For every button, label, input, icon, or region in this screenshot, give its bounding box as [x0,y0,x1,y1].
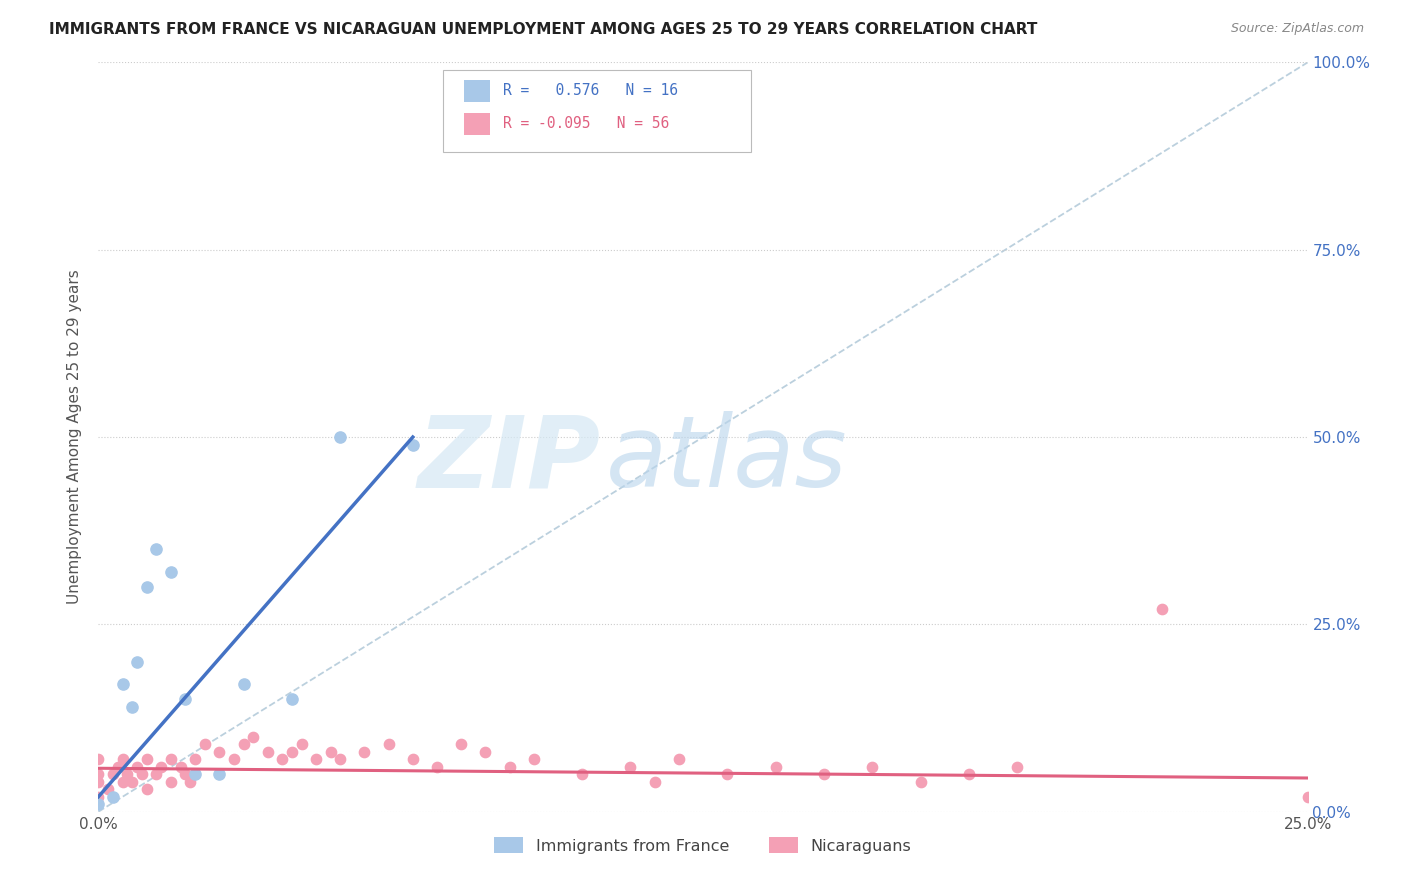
Point [208,745,231,759]
Point [353,745,375,759]
Point [305,752,328,766]
Point [184,767,207,781]
Point [111,752,134,766]
Point [107,760,129,774]
Text: R =   0.576   N = 16: R = 0.576 N = 16 [503,84,679,98]
Point [111,677,134,691]
Point [426,760,449,774]
Text: Source: ZipAtlas.com: Source: ZipAtlas.com [1230,22,1364,36]
Point [644,774,666,789]
Point [1007,760,1029,774]
Point [1296,789,1319,804]
Point [716,767,738,781]
Point [194,737,217,751]
Point [523,752,546,766]
Point [121,774,143,789]
Point [765,760,787,774]
Point [222,752,245,766]
Point [87,789,110,804]
Text: R = -0.095   N = 56: R = -0.095 N = 56 [503,116,669,131]
Point [87,774,110,789]
Point [121,699,143,714]
Point [571,767,593,781]
FancyBboxPatch shape [464,112,491,135]
Text: IMMIGRANTS FROM FRANCE VS NICARAGUAN UNEMPLOYMENT AMONG AGES 25 TO 29 YEARS CORR: IMMIGRANTS FROM FRANCE VS NICARAGUAN UNE… [49,22,1038,37]
Point [329,752,352,766]
Point [256,745,278,759]
Point [668,752,690,766]
Point [160,565,183,579]
Legend: Immigrants from France, Nicaraguans: Immigrants from France, Nicaraguans [488,831,918,860]
Point [160,774,183,789]
Point [290,737,312,751]
Point [450,737,472,751]
Point [97,782,120,797]
Point [281,745,304,759]
Point [319,745,342,759]
Point [111,774,134,789]
Point [184,752,207,766]
Point [474,745,496,759]
FancyBboxPatch shape [464,79,491,103]
Point [208,767,231,781]
Point [87,767,110,781]
Point [135,752,157,766]
Point [87,797,110,812]
Point [174,692,197,706]
Point [127,760,149,774]
Point [402,752,425,766]
Point [242,730,264,744]
Point [127,655,149,669]
Point [87,752,110,766]
Point [402,437,425,451]
Point [281,692,304,706]
Point [957,767,980,781]
Point [169,760,191,774]
Point [232,677,254,691]
Point [1152,602,1174,616]
Point [145,767,167,781]
Point [174,767,197,781]
Point [232,737,254,751]
Point [131,767,153,781]
Point [619,760,641,774]
Point [860,760,883,774]
Text: atlas: atlas [606,411,848,508]
Point [160,752,183,766]
FancyBboxPatch shape [443,70,751,153]
Point [910,774,932,789]
Point [101,789,124,804]
Text: ZIP: ZIP [418,411,600,508]
Point [135,580,157,594]
Point [179,774,201,789]
Y-axis label: Unemployment Among Ages 25 to 29 years: Unemployment Among Ages 25 to 29 years [67,269,83,605]
Point [150,760,173,774]
Point [474,130,496,145]
Point [498,760,520,774]
Point [329,430,352,444]
Point [145,542,167,557]
Point [813,767,835,781]
Point [101,767,124,781]
Point [377,737,399,751]
Point [117,767,139,781]
Point [135,782,157,797]
Point [271,752,294,766]
